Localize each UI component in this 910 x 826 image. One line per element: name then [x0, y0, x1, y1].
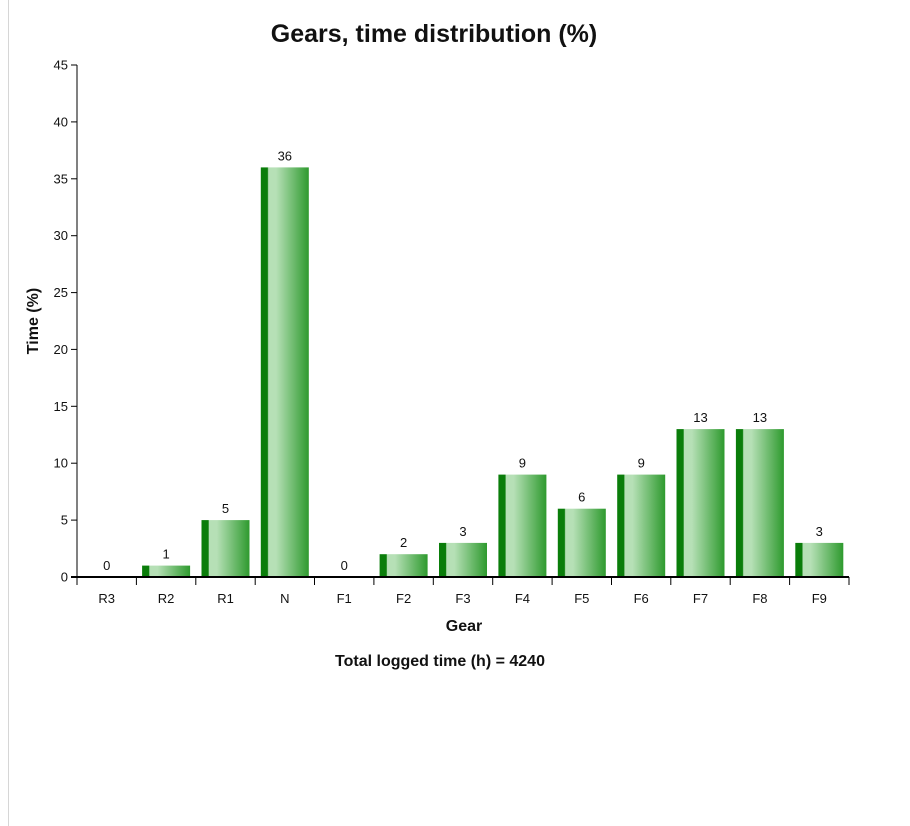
- bar-f9: [795, 542, 844, 577]
- y-tick-label: 15: [54, 399, 68, 414]
- value-label-f7: 13: [693, 410, 707, 425]
- y-tick-label: 0: [61, 570, 68, 585]
- bar-f2: [379, 554, 428, 577]
- value-label-r2: 1: [162, 547, 169, 562]
- x-tick-label-f6: F6: [634, 591, 649, 606]
- y-tick-label: 20: [54, 342, 68, 357]
- value-label-f2: 2: [400, 535, 407, 550]
- bar-f3: [439, 542, 487, 577]
- bar-r2: [142, 565, 191, 577]
- bar-n: [260, 167, 309, 577]
- bar-f6: [617, 474, 666, 577]
- bar-f5: [557, 508, 606, 577]
- chart-title: Gears, time distribution (%): [271, 20, 597, 48]
- value-label-n: 36: [278, 148, 292, 163]
- y-tick-label: 25: [54, 285, 68, 300]
- value-label-f6: 9: [638, 456, 645, 471]
- x-tick-label-r2: R2: [158, 591, 175, 606]
- total-logged-time: Total logged time (h) = 4240: [335, 653, 545, 670]
- page-left-border: [8, 0, 9, 826]
- x-tick-label-f5: F5: [574, 591, 589, 606]
- x-tick-label-f8: F8: [752, 591, 767, 606]
- value-label-f8: 13: [753, 410, 767, 425]
- x-tick-label-f9: F9: [812, 591, 827, 606]
- value-label-f3: 3: [459, 524, 466, 539]
- x-tick-label-f7: F7: [693, 591, 708, 606]
- x-tick-label-r1: R1: [217, 591, 234, 606]
- bar-f8: [735, 429, 784, 577]
- y-tick-label: 45: [54, 58, 68, 73]
- value-label-f1: 0: [341, 558, 348, 573]
- bar-f4: [498, 474, 547, 577]
- x-tick-label-n: N: [280, 591, 289, 606]
- value-label-f4: 9: [519, 456, 526, 471]
- value-label-f5: 6: [578, 490, 585, 505]
- bar-r1: [201, 520, 250, 577]
- value-label-f9: 3: [816, 524, 823, 539]
- y-tick-label: 5: [61, 513, 68, 528]
- x-tick-label-f2: F2: [396, 591, 411, 606]
- y-tick-label: 40: [54, 114, 68, 129]
- x-tick-label-r3: R3: [98, 591, 115, 606]
- x-tick-label-f3: F3: [455, 591, 470, 606]
- y-axis-title: Time (%): [25, 288, 42, 354]
- y-tick-label: 35: [54, 171, 68, 186]
- value-label-r3: 0: [103, 558, 110, 573]
- value-label-r1: 5: [222, 501, 229, 516]
- y-tick-label: 30: [54, 228, 68, 243]
- x-axis-title: Gear: [446, 618, 482, 635]
- bar-f7: [676, 429, 725, 577]
- x-tick-label-f1: F1: [337, 591, 352, 606]
- y-tick-label: 10: [54, 456, 68, 471]
- value-labels-layer: 0 1 5 36 0 2 3 9 6 9 13 13 3: [103, 148, 823, 573]
- x-tick-label-f4: F4: [515, 591, 530, 606]
- bars-layer: [142, 167, 844, 577]
